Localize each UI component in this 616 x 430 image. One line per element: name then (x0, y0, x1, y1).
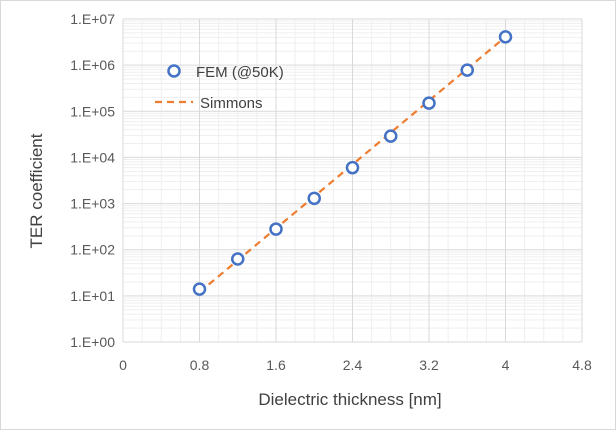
y-tick-label: 1.E+04 (70, 149, 115, 165)
x-tick-label: 2.4 (343, 357, 363, 373)
fem-data-point (307, 191, 321, 206)
fem-data-point (384, 129, 398, 143)
y-tick-label: 1.E+00 (70, 334, 115, 350)
fem-data-point (231, 252, 245, 266)
x-tick-labels: 0 0.8 1.6 2.4 3.2 4 4.8 (119, 357, 592, 373)
major-gridlines (122, 18, 583, 343)
y-tick-label: 1.E+02 (70, 242, 115, 258)
fem-data-point (192, 282, 207, 296)
x-tick-label: 3.2 (419, 357, 439, 373)
y-tick-labels: 1.E+00 1.E+01 1.E+02 1.E+03 1.E+04 1.E+05 1.E+… (70, 11, 115, 350)
y-tick-label: 1.E+06 (70, 57, 115, 73)
y-axis-title: TER coefficient (27, 133, 46, 248)
y-tick-label: 1.E+03 (70, 196, 115, 212)
fem-data-point (498, 30, 513, 44)
legend-fem-marker (167, 64, 181, 78)
x-tick-label: 4.8 (572, 357, 592, 373)
simmons-fit-line (198, 36, 507, 294)
fem-data-point (269, 222, 283, 236)
series-layer (192, 30, 513, 296)
fem-data-point (422, 96, 436, 110)
y-tick-label: 1.E+05 (70, 103, 115, 119)
fem-data-point (345, 160, 360, 175)
x-tick-label: 1.6 (266, 357, 286, 373)
x-tick-label: 0 (119, 357, 127, 373)
x-axis-title: Dielectric thickness [nm] (258, 390, 441, 409)
legend: FEM (@50K) Simmons (155, 64, 284, 112)
legend-fem-label: FEM (@50K) (196, 64, 284, 81)
legend-simmons-label: Simmons (200, 95, 263, 112)
y-tick-label: 1.E+07 (70, 11, 115, 27)
x-tick-label: 4 (502, 357, 510, 373)
x-tick-label: 0.8 (190, 357, 210, 373)
fem-data-point (460, 63, 474, 77)
y-tick-label: 1.E+01 (70, 288, 115, 304)
